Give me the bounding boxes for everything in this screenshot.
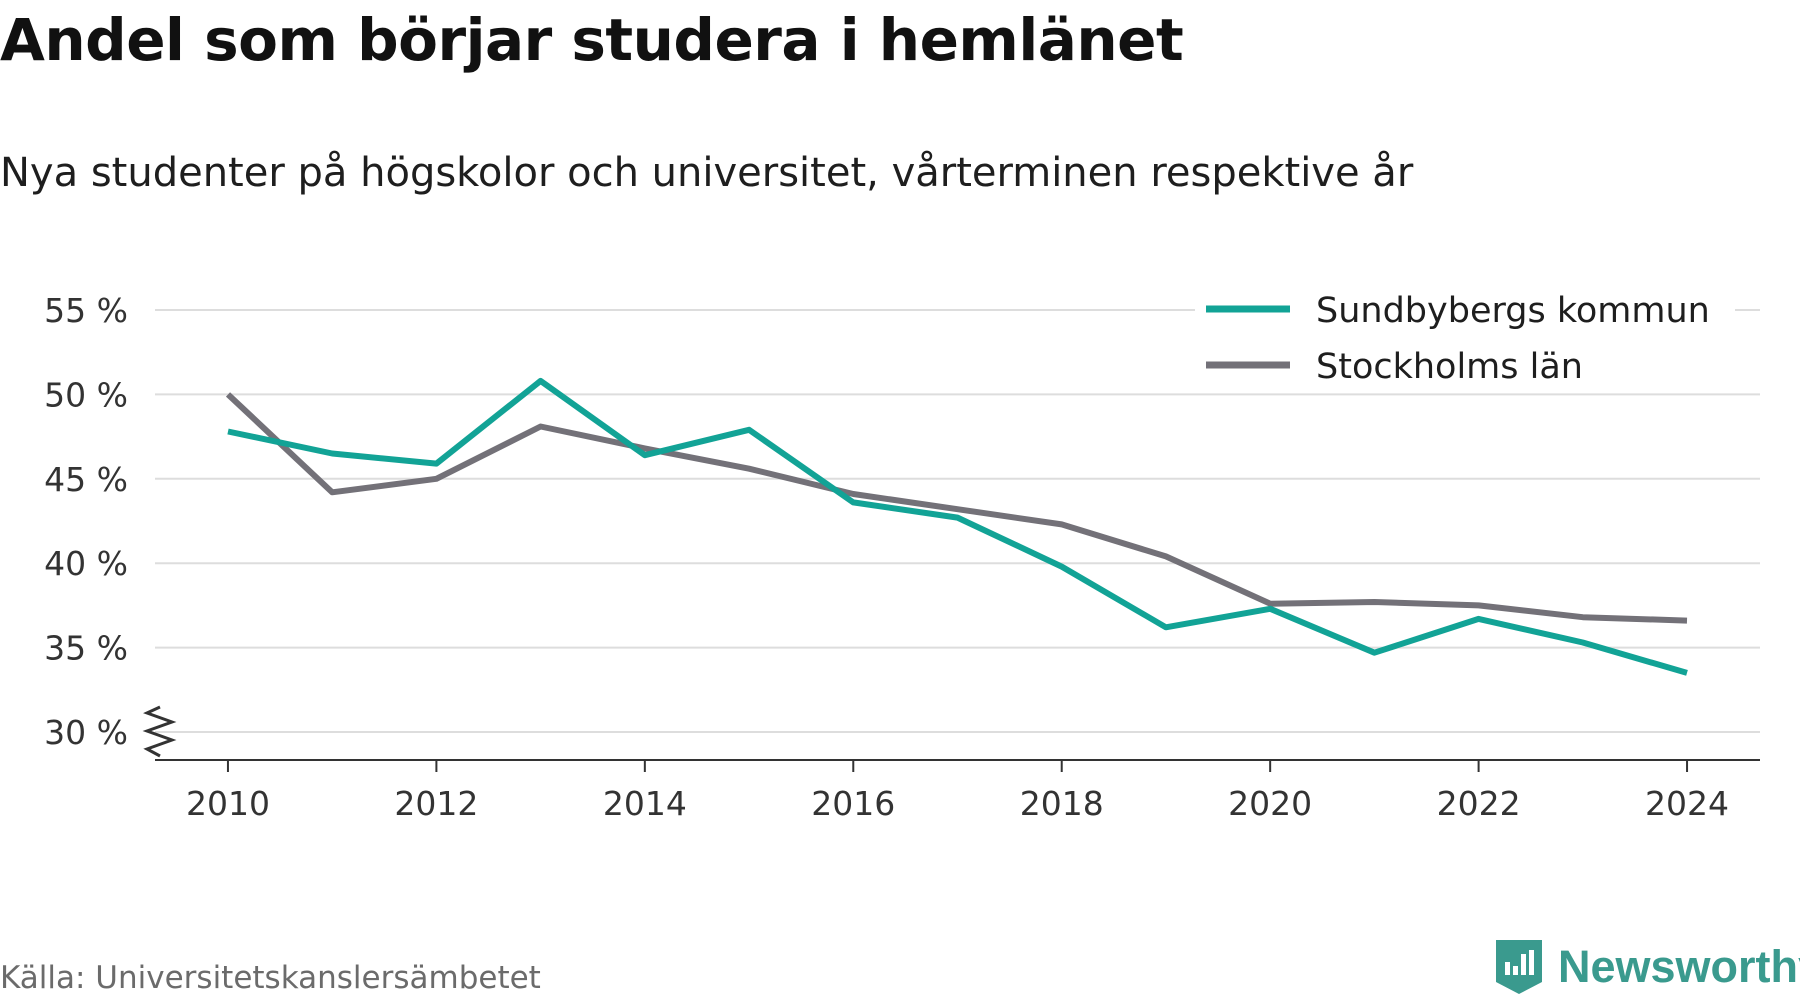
x-tick-label: 2014 xyxy=(603,784,687,823)
chart-title: Andel som börjar studera i hemlänet xyxy=(0,6,1184,74)
y-tick-label: 35 % xyxy=(44,629,128,668)
x-tick-label: 2010 xyxy=(186,784,270,823)
y-tick-label: 30 % xyxy=(44,713,128,752)
chart-subtitle: Nya studenter på högskolor och universit… xyxy=(0,150,1414,196)
legend-label-sundbyberg: Sundbybergs kommun xyxy=(1316,291,1710,331)
y-tick-label: 50 % xyxy=(44,375,128,414)
brand-logo[interactable]: Newsworthy xyxy=(1494,938,1800,996)
y-tick-label: 55 % xyxy=(44,291,128,330)
legend-background xyxy=(1195,262,1735,392)
y-axis-break-icon xyxy=(142,705,177,758)
x-tick-labels: 2010 2012 2014 2016 2018 2020 2022 2024 xyxy=(186,784,1729,823)
x-tick-label: 2018 xyxy=(1020,784,1104,823)
series-line-stockholm xyxy=(225,392,1688,624)
x-tick-label: 2024 xyxy=(1645,784,1729,823)
y-tick-label: 45 % xyxy=(44,460,128,499)
newsworthy-logo-icon xyxy=(1496,940,1542,994)
x-axis xyxy=(155,759,1760,772)
series-line-sundbyberg xyxy=(227,377,1688,676)
y-axis: 30 % 35 % 40 % 45 % 50 % 55 % xyxy=(44,291,128,752)
legend-label-stockholm: Stockholms län xyxy=(1316,347,1583,387)
x-tick-label: 2022 xyxy=(1437,784,1521,823)
x-tick-label: 2012 xyxy=(394,784,478,823)
x-tick-label: 2020 xyxy=(1228,784,1312,823)
source-note: Källa: Universitetskanslersämbetet xyxy=(0,960,541,996)
legend: Sundbybergs kommun Stockholms län xyxy=(1195,262,1735,392)
series-lines xyxy=(225,377,1688,676)
x-tick-label: 2016 xyxy=(811,784,895,823)
y-tick-label: 40 % xyxy=(44,544,128,583)
brand-name: Newsworthy xyxy=(1558,941,1800,992)
